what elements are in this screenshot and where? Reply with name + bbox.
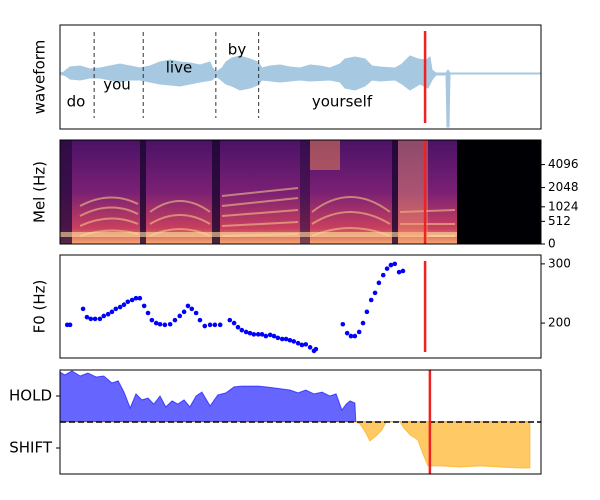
f0-point xyxy=(360,320,366,326)
f0-point xyxy=(259,332,265,337)
f0-point xyxy=(287,337,293,343)
f0-point xyxy=(275,335,281,341)
f0-point xyxy=(129,297,135,303)
f0-point xyxy=(344,330,350,336)
f0-point xyxy=(162,322,168,328)
f0-point xyxy=(181,309,187,315)
f0-point xyxy=(295,340,301,346)
f0-point xyxy=(340,321,346,327)
y-tick-label: 4096 xyxy=(548,157,579,171)
f0-point xyxy=(117,304,123,310)
axes-frame xyxy=(59,369,542,475)
axes-frame xyxy=(59,139,542,245)
f0-point xyxy=(251,332,257,337)
f0-point xyxy=(92,316,98,322)
f0-point xyxy=(356,329,362,335)
axes-frame xyxy=(59,24,542,130)
f0-point xyxy=(279,336,285,342)
f0-point xyxy=(235,324,241,330)
f0-point xyxy=(267,332,273,338)
f0-point xyxy=(157,321,163,327)
f0-point xyxy=(255,332,261,337)
f0-point xyxy=(189,306,195,312)
f0-point xyxy=(97,316,103,322)
f0-point xyxy=(149,317,155,323)
y-axis-label: waveform xyxy=(31,40,49,115)
f0-point xyxy=(88,316,94,322)
y-tick-label: 0 xyxy=(548,237,556,251)
f0-point xyxy=(313,346,319,352)
f0-point xyxy=(217,322,223,328)
f0-point xyxy=(177,313,183,319)
y-tick-label: 512 xyxy=(548,214,571,228)
f0-point xyxy=(105,311,111,317)
f0-point xyxy=(84,314,90,320)
y-tick-label: 1024 xyxy=(548,199,579,213)
f0-point xyxy=(167,321,173,327)
f0-point xyxy=(372,290,378,296)
y-tick-label: HOLD xyxy=(9,387,52,405)
word-label: do xyxy=(67,93,86,111)
f0-point xyxy=(137,295,143,301)
f0-point xyxy=(396,269,402,275)
f0-point xyxy=(153,320,159,326)
f0-point xyxy=(193,310,199,316)
f0-point xyxy=(364,309,370,315)
word-label: by xyxy=(228,41,247,59)
f0-point xyxy=(113,306,119,312)
f0-point xyxy=(271,333,277,339)
f0-point xyxy=(141,303,147,309)
f0-point xyxy=(109,309,115,315)
f0-point xyxy=(380,272,386,278)
f0-point xyxy=(291,339,297,344)
f0-point xyxy=(231,320,237,326)
y-tick-label: SHIFT xyxy=(9,439,53,457)
axes-frame xyxy=(59,254,542,359)
f0-point xyxy=(121,302,127,308)
f0-point xyxy=(388,262,394,268)
f0-point xyxy=(368,297,374,303)
f0-point xyxy=(352,333,358,339)
spectrogram-image xyxy=(60,140,541,244)
f0-point xyxy=(307,345,313,350)
f0-point xyxy=(283,336,289,342)
waveform-trace xyxy=(59,55,542,128)
y-tick-label: 200 xyxy=(548,316,571,330)
f0-point xyxy=(247,330,253,336)
f0-point xyxy=(202,323,208,329)
f0-point xyxy=(101,313,107,319)
y-axis-label: Mel (Hz) xyxy=(31,161,49,223)
y-tick-label: 2048 xyxy=(548,180,579,194)
y-axis-label: F0 (Hz) xyxy=(31,280,49,334)
f0-point xyxy=(207,322,213,328)
y-tick-label: 300 xyxy=(548,256,571,270)
f0-point xyxy=(212,322,218,328)
f0-point xyxy=(392,261,398,267)
f0-point xyxy=(376,280,382,286)
f0-point xyxy=(185,303,191,309)
f0-point xyxy=(80,306,86,312)
f0-point xyxy=(263,333,269,339)
word-label: yourself xyxy=(312,93,373,111)
f0-point xyxy=(400,268,406,274)
f0-point xyxy=(348,333,354,339)
f0-point xyxy=(384,266,390,271)
f0-point xyxy=(197,317,203,323)
f0-point xyxy=(243,329,249,335)
f0-point xyxy=(145,310,151,316)
pos-area xyxy=(60,370,531,422)
f0-point xyxy=(67,322,73,328)
word-label: live xyxy=(166,59,192,77)
f0-point xyxy=(125,299,131,305)
f0-point xyxy=(227,317,233,323)
f0-point xyxy=(133,295,139,301)
word-label: you xyxy=(103,76,131,94)
f0-point xyxy=(239,327,245,333)
f0-point xyxy=(172,317,178,323)
f0-point xyxy=(303,342,309,347)
neg-area xyxy=(60,422,531,469)
f0-point xyxy=(299,342,305,348)
